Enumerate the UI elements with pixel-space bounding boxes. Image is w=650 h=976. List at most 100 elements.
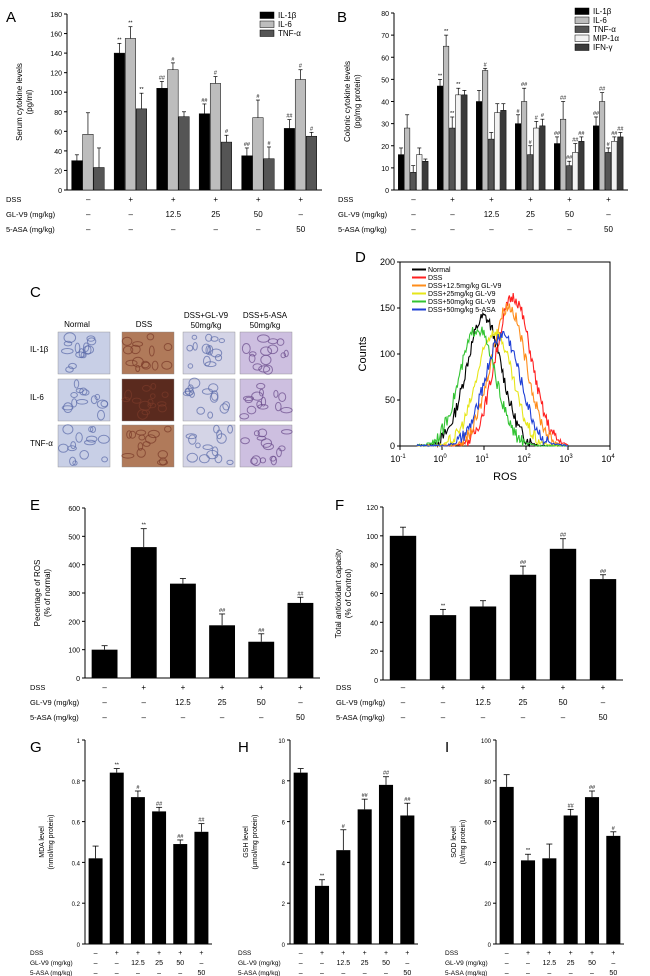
- ihc-crypt-2-1-6: [142, 441, 151, 447]
- H-ytick-label-1: 2: [282, 902, 286, 908]
- ihc-crypt-0-2-5: [210, 336, 219, 342]
- ihc-crypt-2-0-6: [70, 441, 77, 450]
- ihc-crypt-0-0-4: [86, 337, 97, 346]
- ihc-crypt-2-3-10: [251, 455, 262, 467]
- E-table-cell-2-2: –: [181, 713, 186, 722]
- A-bar-0-1: [113, 52, 125, 191]
- A-table-cell-0-4: +: [256, 195, 261, 204]
- E-ylabel-unit: (% of normal): [43, 569, 52, 617]
- F-bar-0: [389, 535, 417, 680]
- H-table-cell-0-5: +: [405, 950, 409, 957]
- A-bar-0-2: [156, 88, 168, 191]
- B-table-cell-0-2: +: [489, 195, 494, 204]
- A-legend-label-2: TNF-α: [278, 29, 301, 38]
- ihc-crypt-1-3-11: [256, 400, 263, 409]
- ihc-crypt-2-0-10: [79, 450, 89, 460]
- I-ylabel-unit: (U/mg protein): [460, 820, 467, 865]
- I-table-cell-1-1: –: [526, 960, 530, 967]
- G-table-cell-0-3: +: [157, 950, 161, 957]
- D-curve-1: [416, 292, 569, 447]
- F-bar-5: [589, 579, 617, 680]
- A-sig-2-3: #: [225, 129, 229, 135]
- E-bar-2: [169, 583, 196, 678]
- H-bar-3: [357, 809, 372, 944]
- B-sig-1-3: ##: [521, 82, 528, 88]
- B-sig-2-3: #: [529, 140, 533, 146]
- ihc-row-tnf: TNF-α: [30, 439, 53, 448]
- H-table-cell-1-5: –: [405, 960, 409, 967]
- B-table-rowlabel-0: DSS: [338, 195, 353, 204]
- A-bar-1-5: [294, 79, 306, 191]
- B-bar-2-0: [410, 172, 417, 191]
- ihc-crypt-1-3-8: [251, 391, 264, 401]
- ihc-crypt-0-0-11: [68, 362, 77, 370]
- G-table-cell-0-0: –: [94, 950, 98, 957]
- I-table-rowlabel-0: DSS: [445, 950, 459, 957]
- B-bar-1-0: [404, 127, 411, 191]
- ihc-crypt-0-2-3: [186, 344, 194, 352]
- B-table-cell-1-3: 25: [526, 210, 535, 219]
- A-bar-2-4: [263, 158, 275, 191]
- ihc-crypt-0-2-13: [210, 348, 223, 358]
- G-table-cell-0-4: +: [178, 950, 182, 957]
- G-table-cell-1-3: 25: [155, 960, 163, 967]
- panel-letter-d: D: [355, 249, 366, 266]
- panel-letter-f: F: [335, 497, 344, 514]
- A-bar-2-5: [306, 135, 317, 191]
- B-sig-0-4: ##: [554, 131, 561, 137]
- ihc-crypt-2-0-12: [86, 435, 98, 443]
- F-ytick-label-4: 80: [370, 563, 378, 570]
- ihc-row-il6: IL-6: [30, 393, 44, 402]
- ihc-crypt-0-1-2: [141, 360, 150, 369]
- panel-letter-h: H: [238, 739, 249, 756]
- D-xtick-exp-1: 0: [443, 454, 447, 460]
- E-table-cell-1-0: –: [102, 698, 107, 707]
- A-ytick-label-9: 180: [50, 12, 62, 19]
- F-table-cell-1-5: –: [601, 698, 606, 707]
- I-ytick-label-2: 40: [484, 861, 491, 867]
- B-ytick-label-1: 10: [381, 166, 389, 173]
- I-sig-3: ##: [568, 803, 575, 809]
- F-bar-1: [429, 615, 457, 680]
- ihc-crypt-0-3-8: [249, 351, 257, 357]
- B-bar-4-1: [461, 94, 468, 191]
- B-bar-0-4: [554, 143, 561, 191]
- ihc-crypt-1-2-7: [207, 411, 214, 419]
- D-ylabel: Counts: [357, 336, 369, 371]
- ihc-crypt-2-0-11: [101, 456, 108, 463]
- E-table-cell-2-0: –: [102, 713, 107, 722]
- G-table-cell-2-1: –: [115, 970, 119, 976]
- ihc-crypt-0-3-13: [280, 352, 287, 359]
- F-bar-3: [509, 574, 537, 680]
- ihc-crypt-2-2-10: [202, 444, 213, 451]
- E-table-cell-2-3: –: [220, 713, 225, 722]
- H-bar-5: [400, 815, 415, 944]
- ihc-crypt-0-1-5: [161, 360, 173, 370]
- G-table-cell-0-2: +: [136, 950, 140, 957]
- B-sig-2-4: ##: [566, 155, 573, 161]
- E-ylabel: Pecentage of ROS: [33, 560, 42, 627]
- D-xtick-label-5: 104: [601, 454, 615, 464]
- B-ytick-label-2: 20: [381, 144, 389, 151]
- A-bar-1-1: [124, 38, 136, 191]
- G-ytick-label-4: 0.8: [72, 780, 81, 786]
- A-sig-2-1: **: [139, 87, 144, 93]
- B-sig-0-5: ##: [593, 111, 600, 117]
- B-bar-1-1: [443, 45, 450, 191]
- D-legend-label-4: DSS+50mg/kg GL-V9: [428, 299, 496, 306]
- ihc-crypt-2-0-1: [84, 439, 96, 446]
- ihc-col-normal: Normal: [64, 320, 90, 329]
- F-ylabel: Total antioxidant capacity: [334, 549, 343, 638]
- B-ytick-label-4: 40: [381, 100, 389, 107]
- H-bar-0: [293, 772, 308, 944]
- A-bar-0-3: [198, 113, 210, 191]
- A-bar-1-3: [209, 83, 221, 191]
- F-table-cell-1-1: –: [441, 698, 446, 707]
- A-ylabel-unit: (pg/ml): [25, 89, 34, 114]
- A-sig-0-1: **: [117, 37, 122, 43]
- A-bar-2-1: [136, 108, 147, 191]
- D-legend-label-5: DSS+50mg/kg 5-ASA: [428, 307, 496, 314]
- B-table-cell-2-5: 50: [604, 225, 613, 234]
- ihc-crypt-1-1-8: [142, 384, 151, 392]
- ihc-crypt-1-0-10: [70, 392, 78, 398]
